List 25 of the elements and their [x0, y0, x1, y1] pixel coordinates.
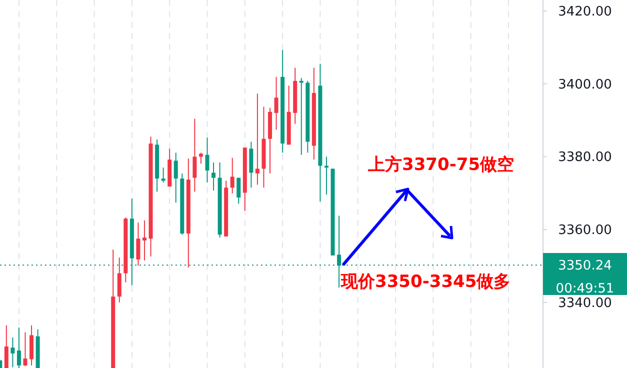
candlestick	[174, 152, 178, 204]
candlestick	[192, 118, 197, 192]
candlestick	[4, 324, 8, 368]
candlestick	[142, 220, 146, 262]
candlestick	[136, 222, 140, 266]
candlestick	[10, 336, 15, 368]
candlestick	[230, 157, 234, 194]
candlestick	[161, 167, 166, 184]
annotation: 上方3370-75做空	[367, 155, 514, 175]
y-tick-label: 3340.00	[558, 296, 612, 311]
y-tick-label: 3400.00	[558, 77, 612, 92]
text: 00:49:51	[556, 282, 614, 297]
candlestick	[274, 76, 278, 130]
candlestick	[16, 327, 21, 368]
candlestick	[255, 93, 260, 186]
candlestick	[236, 177, 241, 204]
annotation: 现价3350-3345做多	[340, 272, 511, 292]
ref-line-label: 3350.24	[558, 258, 612, 274]
y-tick-label: 3360.00	[558, 223, 612, 238]
candlestick	[205, 137, 210, 184]
y-tick-label: 3380.00	[558, 150, 612, 166]
candlestick	[212, 162, 216, 192]
candlestick	[23, 332, 28, 367]
y-tick-label: 3420.00	[558, 4, 612, 20]
candlestick	[117, 257, 122, 303]
